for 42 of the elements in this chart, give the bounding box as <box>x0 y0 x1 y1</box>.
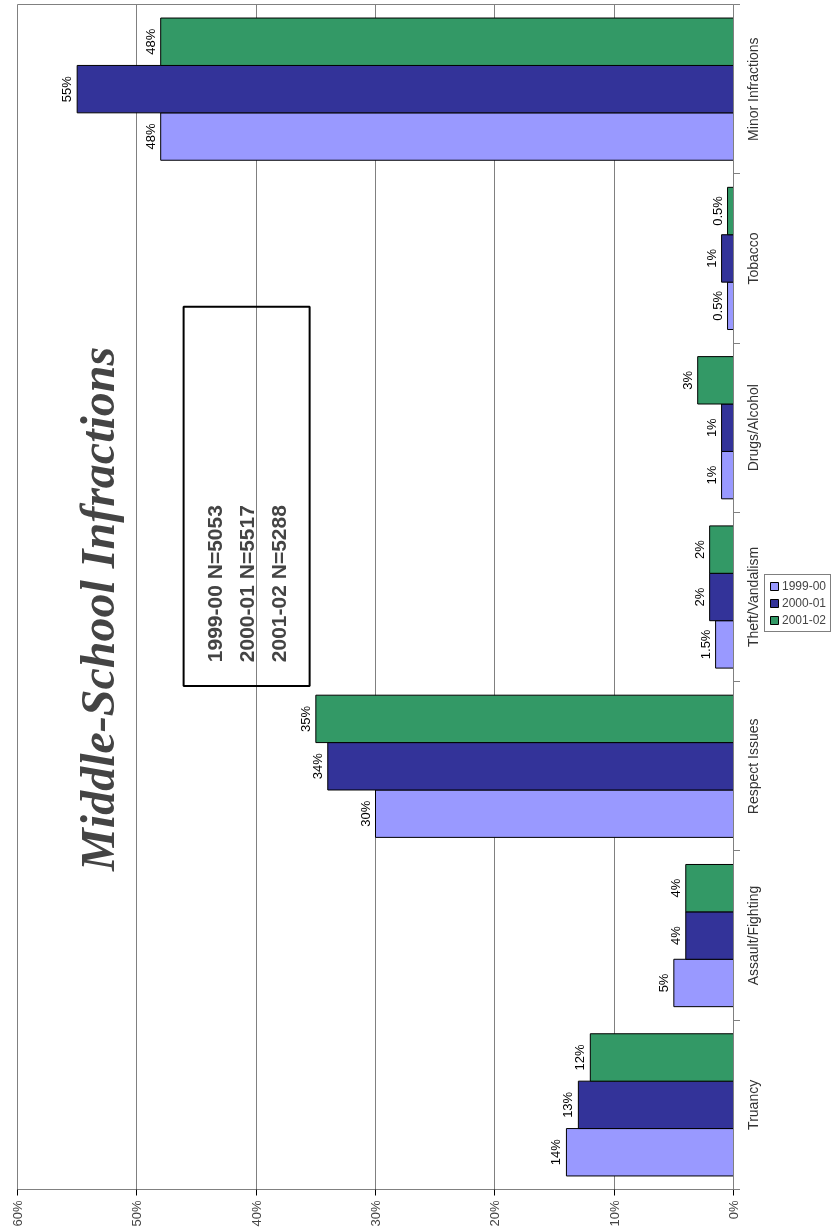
legend-label: 2001-02 <box>782 612 827 627</box>
annotation: 1999-00 N=5053 <box>202 505 226 663</box>
data-label: 3% <box>679 370 695 390</box>
y-tick-label: Theft/Vandalism <box>744 546 761 648</box>
data-label: 4% <box>667 925 683 945</box>
x-tick-label: 40% <box>248 1200 264 1227</box>
data-label: 48% <box>142 123 158 150</box>
x-tick-label: 30% <box>368 1200 383 1227</box>
data-label: 2% <box>691 587 707 607</box>
data-label: 48% <box>142 28 158 55</box>
text: Middle-School Infractions <box>71 346 125 872</box>
data-label: 34% <box>309 752 325 780</box>
data-label: 2% <box>691 539 707 559</box>
x-tick-label: 0% <box>725 1200 741 1220</box>
data-label: 13% <box>560 1091 576 1118</box>
legend-label: 2000-01 <box>782 595 827 610</box>
data-label: 0.5% <box>709 195 725 226</box>
data-label: 55% <box>59 75 75 103</box>
data-label: 5% <box>655 973 671 993</box>
data-label: 1.5% <box>697 629 713 660</box>
x-tick-label: 60% <box>10 1200 25 1227</box>
data-label: 1% <box>703 417 719 438</box>
annotation: 2000-01 N=5517 <box>235 505 259 663</box>
x-tick-label: 10% <box>606 1200 622 1227</box>
x-tick-label: 20% <box>487 1200 503 1227</box>
data-label: 0.5% <box>709 290 725 321</box>
data-label: 4% <box>667 878 683 898</box>
data-label: 12% <box>572 1044 588 1071</box>
y-tick-label: Tobacco <box>744 232 761 285</box>
y-tick-label: Assault/Fighting <box>744 885 761 986</box>
y-tick-label: Drugs/Alcohol <box>744 384 761 472</box>
data-label: 1% <box>703 465 719 485</box>
y-tick-label: Truancy <box>744 1079 761 1130</box>
y-tick-label: Respect Issues <box>744 718 761 815</box>
data-label: 14% <box>548 1138 564 1166</box>
x-tick-label: 50% <box>129 1200 145 1227</box>
annotation: 2001-02 N=5288 <box>267 504 291 663</box>
data-label: 35% <box>297 705 313 732</box>
data-label: 1% <box>703 248 719 268</box>
legend-label: 1999-00 <box>782 578 827 593</box>
y-tick-label: Minor Infractions <box>744 37 761 141</box>
data-label: 30% <box>357 800 373 827</box>
